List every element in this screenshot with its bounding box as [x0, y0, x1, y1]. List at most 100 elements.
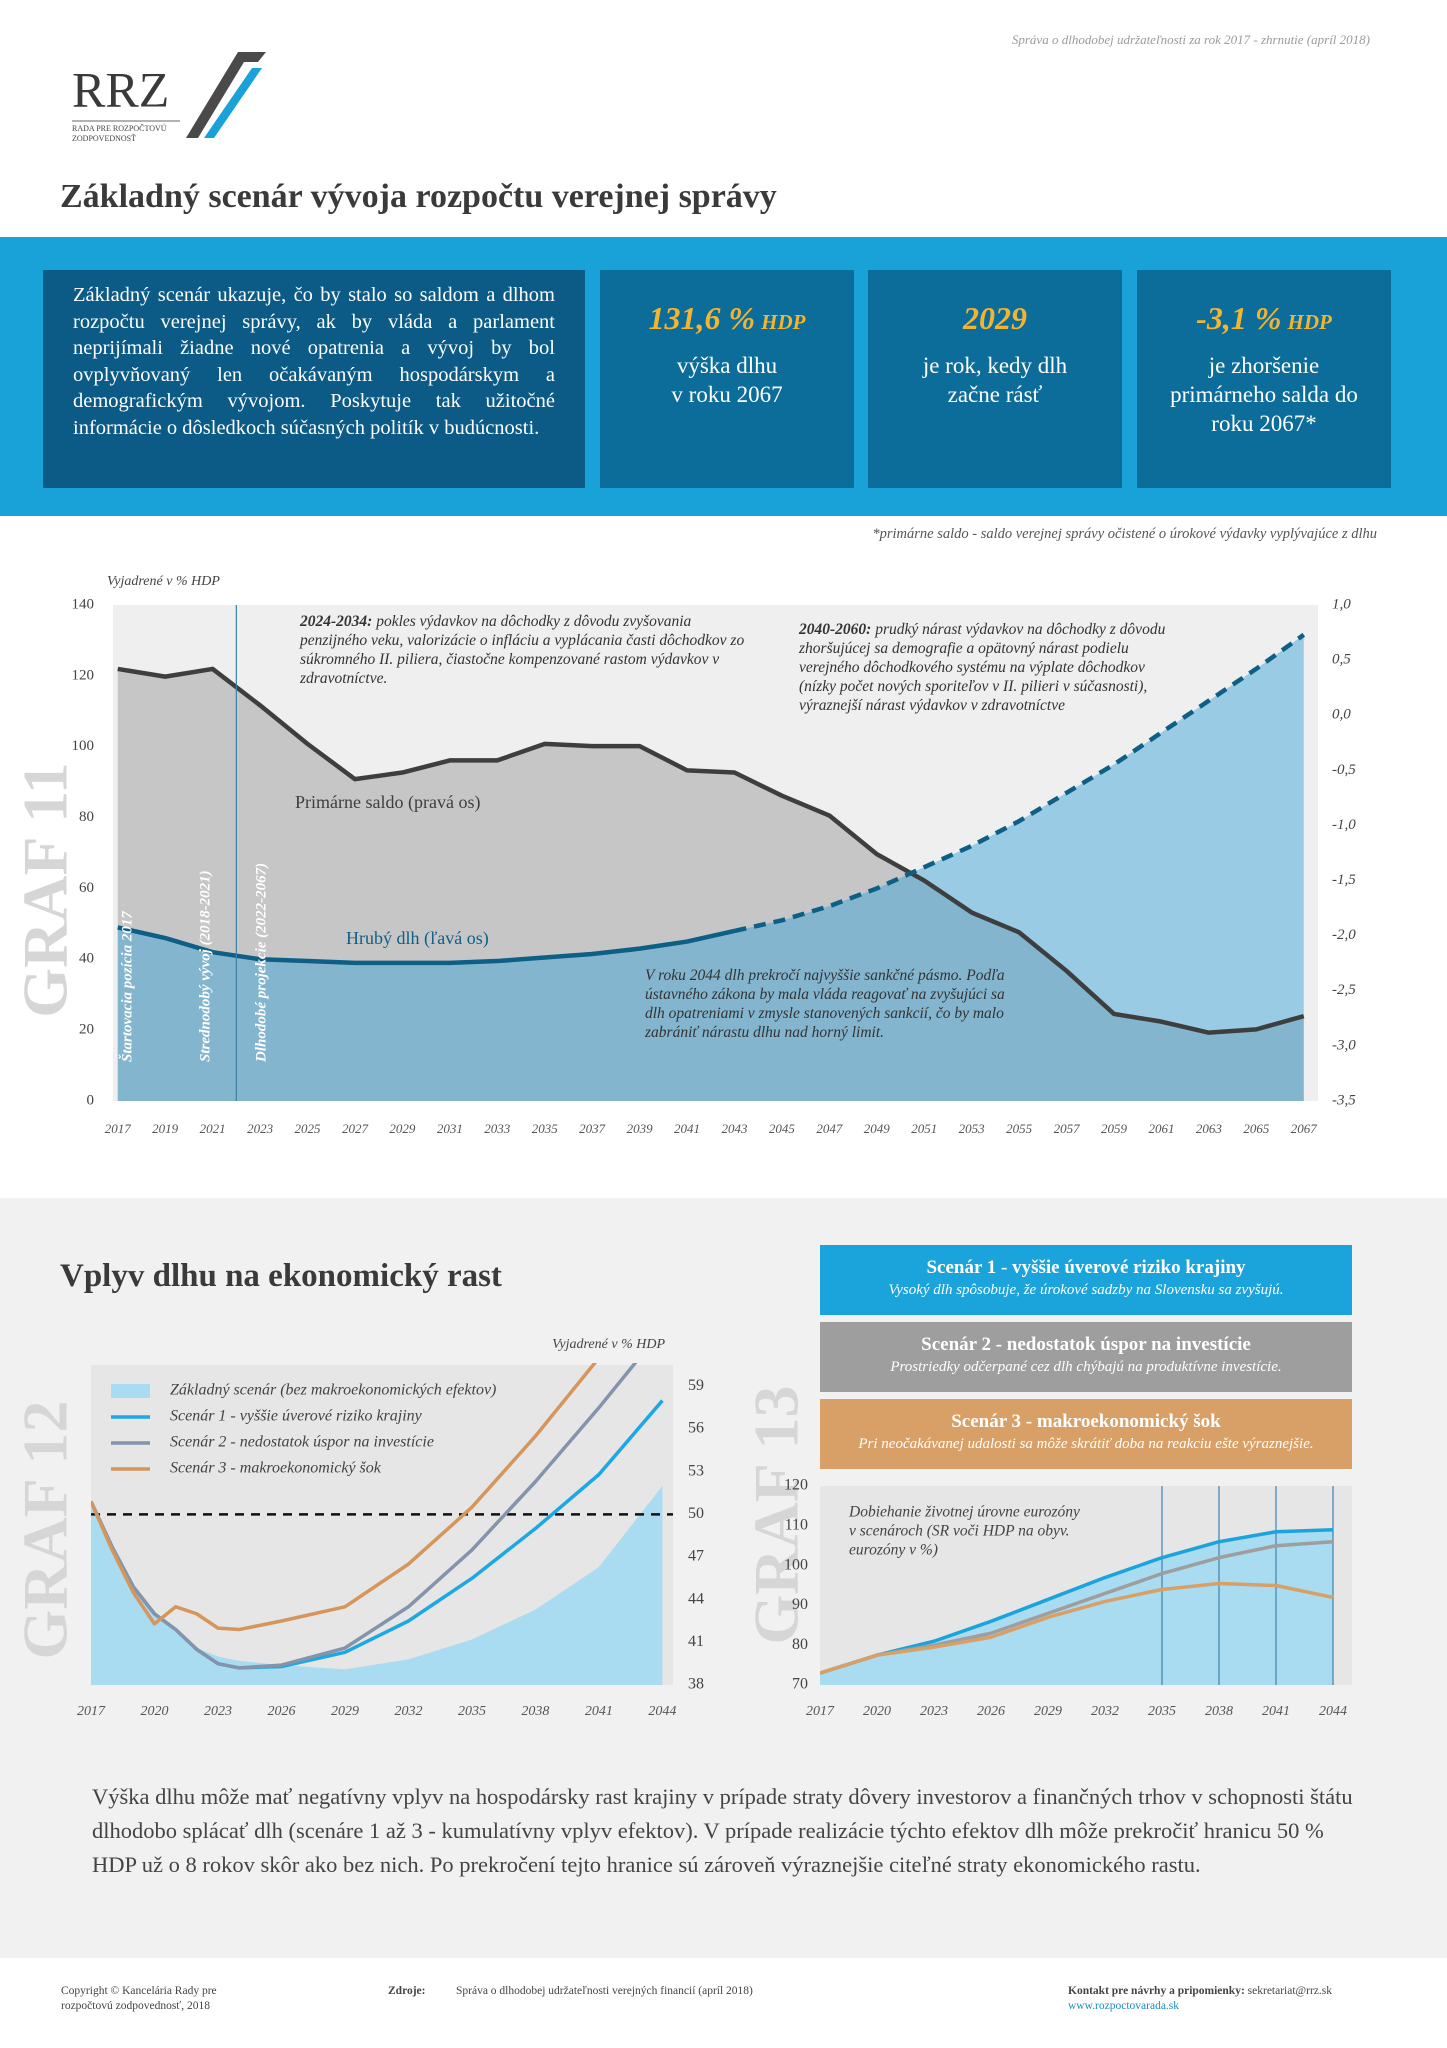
legend-swatch	[111, 1384, 150, 1398]
kpi-line: roku 2067*	[1211, 411, 1317, 436]
kpi-line: výška dlhu	[676, 353, 778, 378]
copyright: Copyright © Kancelária Rady pre rozpočtov…	[61, 1984, 217, 2014]
section-title: Základný scenár vývoja rozpočtu verejnej…	[60, 178, 777, 215]
logo-mark	[204, 68, 262, 138]
series-label: Hrubý dlh (ľavá os)	[346, 928, 489, 949]
plot	[91, 1363, 673, 1685]
line	[117, 666, 1305, 1035]
line	[91, 1363, 598, 1632]
contact-label: Kontakt pre návrhy a pripomienky:	[1068, 1985, 1245, 1997]
note: Dobiehanie životnej úrovne eurozóny	[848, 1504, 1080, 1521]
x-tick-label: 2044	[1319, 1704, 1347, 1719]
y-tick-label: 0	[87, 1092, 95, 1108]
x-tick-label: 2043	[721, 1121, 748, 1136]
graph-label: GRAF 13	[741, 1386, 812, 1645]
kpi-text: je zhoršenie primárneho salda do roku 2067…	[1137, 351, 1391, 438]
kpi-number: 131,6 %	[648, 300, 756, 336]
x-tick-label: 2020	[140, 1704, 168, 1719]
y-tick-label: 60	[79, 880, 94, 896]
period-label: Štartovacia pozícia 2017	[118, 911, 135, 1062]
period-label: Strednodobý vývoj (2018-2021)	[197, 870, 213, 1062]
y-tick-label: 38	[688, 1676, 704, 1693]
graph-label: GRAF 11	[10, 762, 81, 1017]
annotation: V roku 2044 dlh prekročí najvyššie sankč…	[645, 966, 1017, 1042]
y-tick-label: 41	[688, 1633, 704, 1650]
annotation-text: V roku 2044 dlh prekročí najvyššie sankč…	[645, 967, 1005, 1041]
y-tick-label: 80	[79, 809, 94, 825]
x-tick-label: 2032	[394, 1704, 422, 1719]
x-tick-label: 2025	[295, 1121, 322, 1136]
paragraph: Výška dlhu môže mať negatívny vplyv na h…	[92, 1784, 1353, 1877]
x-tick-label: 2017	[806, 1704, 835, 1719]
y-tick-label: 90	[792, 1596, 808, 1613]
x-tick-label: 2019	[152, 1121, 179, 1136]
x-tick-label: 2041	[585, 1704, 613, 1719]
kpi-box: 131,6 % HDP výška dlhu v roku 2067	[600, 270, 854, 488]
kpi-value: -3,1 % HDP	[1137, 300, 1391, 337]
y2-tick-label: 0,0	[1332, 707, 1351, 723]
kpi-box: 2029 je rok, kedy dlh začne rásť	[868, 270, 1122, 488]
copyright-line: Copyright © Kancelária Rady pre	[61, 1985, 217, 1997]
x-tick-label: 2037	[579, 1121, 606, 1136]
x-tick-label: 2029	[331, 1704, 359, 1719]
x-tick-label: 2038	[521, 1704, 549, 1719]
plot	[117, 632, 1306, 1101]
area	[117, 634, 1304, 1101]
area	[91, 1485, 663, 1685]
kpi-number: 2029	[963, 300, 1027, 336]
x-tick-label: 2053	[959, 1121, 986, 1136]
y2-tick-label: 1,0	[1332, 596, 1351, 612]
x-tick-label: 2020	[863, 1704, 891, 1719]
line	[117, 925, 735, 966]
y-tick-label: 47	[688, 1548, 704, 1565]
x-tick-label: 2026	[267, 1704, 295, 1719]
legend-label: Scenár 3 - makroekonomický šok	[170, 1460, 382, 1477]
x-tick-label: 2039	[627, 1121, 654, 1136]
note: v scenároch (SR voči HDP na obyv.	[849, 1523, 1070, 1540]
kpi-line: je zhoršenie	[1208, 353, 1320, 378]
scenario-name: Scenár 3 - makroekonomický šok	[951, 1411, 1221, 1432]
y2-tick-label: -1,5	[1332, 872, 1356, 888]
contact: Kontakt pre návrhy a pripomienky: sekret…	[1068, 1984, 1332, 2014]
x-tick-label: 2027	[342, 1121, 369, 1136]
y-tick-label: 140	[72, 596, 95, 612]
period-label: Dlhodobé projekcie (2022-2067)	[253, 863, 269, 1063]
x-tick-label: 2065	[1243, 1121, 1270, 1136]
x-tick-label: 2035	[1148, 1704, 1176, 1719]
kpi-text: výška dlhu v roku 2067	[600, 351, 854, 409]
sources: Správa o dlhodobej udržateľnosti verejný…	[456, 1985, 753, 1997]
unit-note: Vyjadrené v % HDP	[552, 1337, 665, 1352]
y2-tick-label: 0,5	[1332, 652, 1351, 668]
x-tick-label: 2041	[1262, 1704, 1290, 1719]
kpi-value: 131,6 % HDP	[600, 300, 854, 337]
x-tick-label: 2023	[204, 1704, 232, 1719]
kpi-unit: HDP	[761, 310, 806, 334]
area	[117, 668, 1304, 1101]
y-tick-label: 50	[688, 1505, 704, 1522]
x-tick-label: 2026	[977, 1704, 1005, 1719]
scenario-name: Scenár 1 - vyššie úverové riziko krajiny	[926, 1257, 1246, 1278]
y2-tick-label: -2,0	[1332, 927, 1356, 943]
x-tick-label: 2055	[1006, 1121, 1033, 1136]
annotation-bold: 2024-2034:	[300, 613, 373, 630]
y2-tick-label: -2,5	[1332, 982, 1356, 998]
url[interactable]: www.rozpoctovarada.sk	[1068, 2000, 1180, 2012]
y2-tick-label: -3,0	[1332, 1037, 1356, 1053]
copyright-line: rozpočtovú zodpovednosť, 2018	[61, 2000, 210, 2012]
x-tick-label: 2044	[648, 1704, 676, 1719]
annotation: 2024-2034: pokles výdavkov na dôchodky z…	[300, 612, 762, 688]
y-tick-label: 44	[688, 1590, 704, 1607]
scenario-box: Scenár 2 - nedostatok úspor na investíci…	[820, 1322, 1352, 1392]
report-name: Správa o dlhodobej udržateľnosti za rok …	[1011, 32, 1370, 47]
graph-label: GRAF 12	[10, 1401, 81, 1660]
x-tick-label: 2023	[247, 1121, 274, 1136]
email[interactable]: sekretariat@rrz.sk	[1247, 1985, 1332, 1997]
annotation-text: prudký nárast výdavkov na dôchodky z dôv…	[799, 621, 1166, 714]
x-tick-label: 2063	[1196, 1121, 1223, 1136]
kpi-line: je rok, kedy dlh	[922, 353, 1068, 378]
x-tick-label: 2031	[437, 1121, 463, 1136]
x-tick-label: 2029	[1034, 1704, 1062, 1719]
scenario-desc: Prostriedky odčerpané cez dlh chýbajú na…	[890, 1359, 1282, 1375]
scenario-desc: Pri neočakávanej udalosti sa môže skráti…	[858, 1436, 1314, 1452]
x-tick-label: 2049	[864, 1121, 891, 1136]
